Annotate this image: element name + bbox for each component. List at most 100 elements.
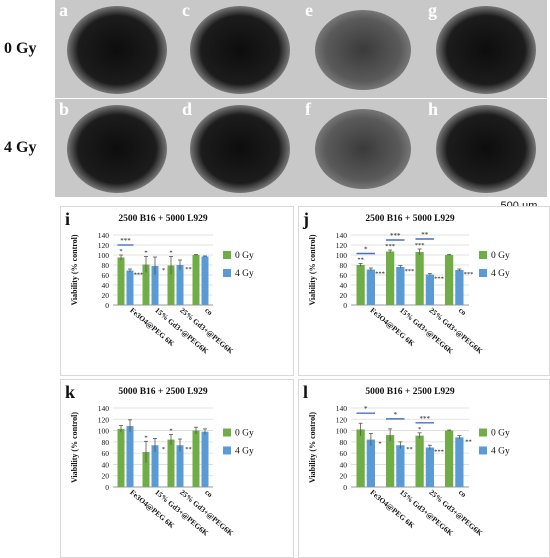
bar <box>142 264 150 305</box>
micrograph-image <box>424 99 547 197</box>
bar <box>455 270 464 305</box>
spheroid <box>436 105 536 193</box>
y-axis-label: Viability (% control) <box>70 234 79 305</box>
micrograph-d: d <box>178 99 301 197</box>
bar <box>385 435 395 487</box>
significance-star: ** <box>406 446 413 453</box>
chart-j: j 2500 B16 + 5000 L929 Viability (% contro… <box>302 209 510 356</box>
category-label: 15% Gd3+@PEG6K <box>398 306 455 356</box>
legend-swatch <box>223 251 231 259</box>
bar <box>356 429 365 487</box>
y-tick-label: 100 <box>336 251 348 260</box>
bar <box>444 255 454 305</box>
y-tick-label: 140 <box>336 404 348 413</box>
spheroid <box>436 6 536 94</box>
y-tick-label: 0 <box>105 483 109 492</box>
y-tick-label: 120 <box>336 415 348 424</box>
micrograph-image <box>55 99 178 197</box>
category-label: co <box>203 306 214 318</box>
bar <box>176 265 184 305</box>
chart-letter: l <box>303 382 308 402</box>
chart-letter: j <box>302 209 309 229</box>
bar <box>126 270 134 305</box>
significance-star: ** <box>185 446 192 453</box>
y-axis-label: Viability (% control) <box>308 412 317 483</box>
chart-title: 5000 B16 + 2500 L929 <box>118 387 208 397</box>
y-tick-label: 120 <box>336 241 348 250</box>
category-label: Fe3O4@PEG 6K <box>128 306 176 348</box>
legend-swatch <box>223 428 231 437</box>
y-tick-label: 0 <box>343 483 347 492</box>
bar <box>117 257 125 305</box>
legend-label: 4 Gy <box>491 269 510 279</box>
significance-star: ** <box>357 257 364 264</box>
bar <box>201 431 209 487</box>
y-tick-label: 60 <box>102 271 110 280</box>
bar <box>425 447 435 487</box>
significance-star: *** <box>375 271 385 278</box>
bracket-label: ** <box>421 231 429 239</box>
y-tick-label: 60 <box>340 271 348 280</box>
legend-label: 0 Gy <box>235 251 254 261</box>
y-tick-label: 120 <box>98 415 110 424</box>
legend-swatch <box>479 251 487 259</box>
micrograph-letter: h <box>428 99 439 119</box>
bar <box>425 274 435 305</box>
significance-star: ** <box>185 266 192 273</box>
significance-star: * <box>378 441 381 448</box>
micrograph-letter: d <box>182 99 193 119</box>
chart-l: l 5000 B16 + 2500 L929 Viability (% contro… <box>303 382 510 538</box>
chart-title: 2500 B16 + 5000 L929 <box>365 214 455 224</box>
significance-star: * <box>162 267 165 274</box>
bar <box>192 255 200 305</box>
significance-star: *** <box>134 272 144 279</box>
legend-swatch <box>479 446 487 455</box>
category-label: co <box>203 488 214 500</box>
significance-star: *** <box>405 268 415 275</box>
bar <box>455 437 464 487</box>
bracket-label: *** <box>390 232 401 240</box>
y-tick-label: 60 <box>340 449 348 458</box>
legend-swatch <box>223 269 231 277</box>
bar <box>201 256 209 305</box>
legend-label: 0 Gy <box>235 429 254 439</box>
y-tick-label: 100 <box>98 427 110 436</box>
y-tick-label: 60 <box>102 449 110 458</box>
legend-swatch <box>479 269 487 277</box>
y-tick-label: 140 <box>336 231 348 240</box>
bar <box>356 265 365 305</box>
spheroid <box>190 6 290 94</box>
bracket-label: * <box>394 411 398 419</box>
significance-star: *** <box>434 276 444 283</box>
chart-title: 5000 B16 + 2500 L929 <box>365 387 455 397</box>
significance-star: * <box>144 250 147 257</box>
y-tick-label: 20 <box>102 291 110 300</box>
micrograph-a: a <box>55 0 178 98</box>
micrograph-image <box>55 0 178 98</box>
bar <box>176 445 184 487</box>
significance-star: *** <box>415 242 425 249</box>
category-label: 15% Gd3+@PEG6K <box>398 488 455 538</box>
chart-panel-j: j 2500 B16 + 5000 L929 Viability (% contro… <box>298 206 550 376</box>
micrograph-c: c <box>178 0 301 98</box>
spheroid <box>315 109 411 189</box>
bar <box>167 439 175 487</box>
spheroid <box>315 10 411 90</box>
micrograph-image <box>178 0 301 98</box>
bar <box>444 430 454 487</box>
legend-label: 4 Gy <box>235 447 254 457</box>
significance-star: * <box>169 250 172 257</box>
chart-panel-k: k 5000 B16 + 2500 L929 Viability (% contro… <box>60 379 294 558</box>
bar <box>151 445 159 487</box>
y-tick-label: 40 <box>340 281 348 290</box>
category-label: 25% Gd3+@PEG6K <box>427 488 484 538</box>
micrograph-letter: f <box>305 99 311 119</box>
bar <box>126 426 134 487</box>
micrograph-letter: e <box>305 0 313 20</box>
micrograph-f: f <box>301 99 424 197</box>
category-label: Fe3O4@PEG 6K <box>128 488 176 530</box>
chart-title: 2500 B16 + 5000 L929 <box>118 214 208 224</box>
chart-letter: i <box>65 209 70 229</box>
y-tick-label: 140 <box>98 231 110 240</box>
y-tick-label: 0 <box>105 301 109 310</box>
